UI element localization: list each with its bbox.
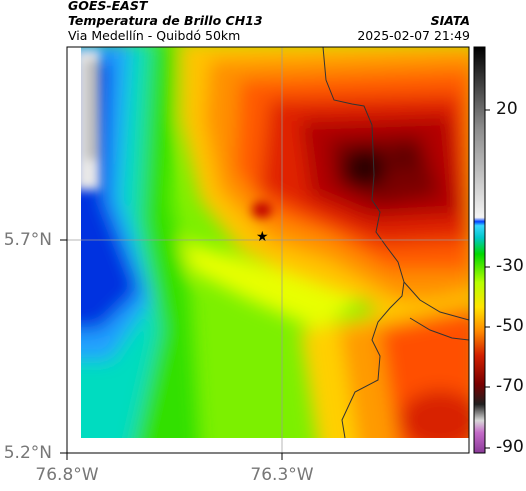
- datetime-label: 2025-02-07 21:49: [357, 28, 470, 43]
- org-label: SIATA: [430, 13, 470, 28]
- station-marker: ★: [256, 229, 269, 245]
- colorbar-tick-label: -90: [496, 437, 524, 457]
- lat-label: 5.2°N: [3, 443, 52, 463]
- colorbar: [473, 46, 486, 454]
- brightness-temperature-field: [67, 47, 469, 453]
- boundary-line: [322, 47, 405, 439]
- lon-label: 76.3°W: [250, 465, 314, 485]
- map-frame: [66, 46, 470, 454]
- lat-label: 5.7°N: [3, 230, 52, 250]
- lon-label: 76.8°W: [35, 465, 99, 485]
- satellite-title: GOES-EAST: [68, 0, 148, 13]
- colorbar-tick-label: 20: [496, 99, 518, 119]
- colorbar-tick-label: -70: [496, 376, 524, 396]
- product-title: Temperatura de Brillo CH13: [68, 13, 263, 28]
- route-subtitle: Via Medellín - Quibdó 50km: [68, 28, 241, 43]
- colorbar-tick-label: -50: [496, 316, 524, 336]
- colorbar-tick-label: -30: [496, 256, 524, 276]
